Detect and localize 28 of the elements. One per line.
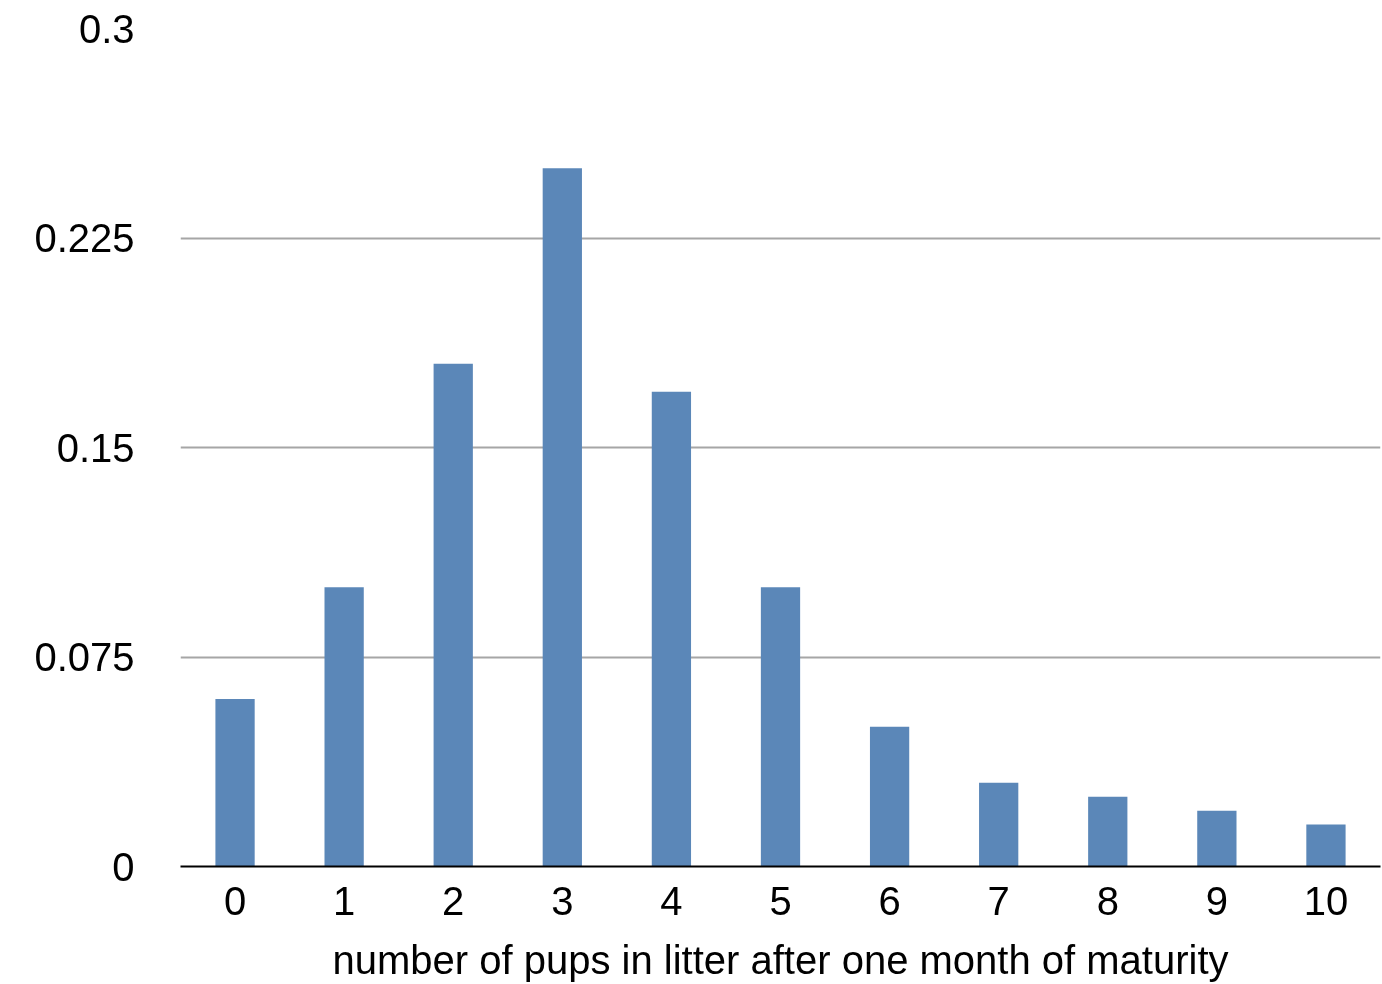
bar <box>1306 824 1346 867</box>
x-tick-label: 7 <box>987 878 1010 923</box>
x-tick-label: 2 <box>442 878 465 923</box>
y-tick-label: 0.15 <box>56 425 135 470</box>
y-tick-label: 0.3 <box>78 6 135 51</box>
y-tick-label: 0.225 <box>34 216 135 260</box>
x-tick-label: 3 <box>551 878 574 923</box>
bar <box>869 726 910 867</box>
y-tick-label: 0 <box>112 844 135 889</box>
x-axis-title: number of pups in litter after one month of maturity <box>332 937 1229 982</box>
y-tick-label: 0.075 <box>34 635 135 679</box>
x-tick-label: 4 <box>660 878 683 923</box>
x-tick-label: 0 <box>223 878 247 923</box>
bar <box>760 587 801 867</box>
bar <box>1088 796 1128 867</box>
x-tick-label: 5 <box>769 878 792 923</box>
x-tick-label: 10 <box>1303 878 1349 923</box>
bar <box>1197 810 1237 867</box>
bar <box>215 698 255 867</box>
x-tick-label: 8 <box>1096 878 1119 923</box>
x-tick-label: 6 <box>878 878 901 923</box>
bar <box>324 587 364 867</box>
bar <box>433 363 473 867</box>
x-tick-label: 9 <box>1205 878 1228 923</box>
bar <box>651 391 692 867</box>
bar <box>542 168 582 867</box>
bar <box>979 782 1019 867</box>
x-tick-label: 1 <box>333 878 356 923</box>
